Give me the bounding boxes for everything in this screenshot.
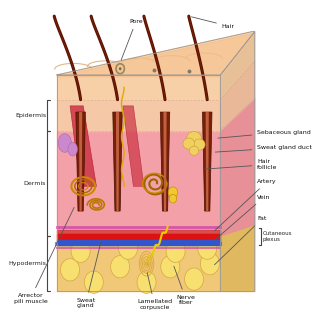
Text: Sweat gland duct: Sweat gland duct [215,145,312,152]
Text: Sebaceous gland: Sebaceous gland [218,130,311,138]
Polygon shape [70,106,96,186]
Polygon shape [160,112,170,211]
Polygon shape [116,112,119,211]
Polygon shape [57,100,220,131]
Polygon shape [203,112,212,211]
Ellipse shape [194,139,205,150]
Polygon shape [57,34,255,77]
Circle shape [166,240,185,262]
Text: Hair
follicle: Hair follicle [205,159,278,170]
Circle shape [169,194,177,203]
Circle shape [185,268,204,290]
Text: Dermis: Dermis [24,181,46,186]
Text: Cutaneous
plexus: Cutaneous plexus [262,231,292,242]
Ellipse shape [58,134,71,152]
Circle shape [119,237,138,259]
Circle shape [168,187,178,198]
Polygon shape [220,99,255,236]
Polygon shape [76,112,85,211]
Circle shape [137,271,156,293]
Circle shape [84,271,103,293]
Ellipse shape [187,132,201,145]
Circle shape [161,256,180,278]
Text: Lamellated
corpuscle: Lamellated corpuscle [137,273,172,310]
Ellipse shape [189,146,199,156]
Polygon shape [220,225,255,292]
Circle shape [116,64,124,74]
Polygon shape [220,32,255,100]
Circle shape [60,259,80,281]
Polygon shape [164,112,167,211]
Text: Sweat
gland: Sweat gland [76,242,101,308]
Text: Vein: Vein [215,195,271,240]
Circle shape [119,67,122,70]
Polygon shape [57,75,220,100]
Circle shape [111,256,130,278]
Text: Epidermis: Epidermis [15,113,46,118]
Text: Arrector
pili muscle: Arrector pili muscle [14,207,74,304]
Ellipse shape [68,142,77,156]
Text: Artery: Artery [214,179,277,231]
Text: Nerve
fiber: Nerve fiber [174,266,196,305]
Circle shape [71,240,90,262]
Polygon shape [57,236,220,292]
Polygon shape [79,112,82,211]
Circle shape [200,252,219,275]
Polygon shape [220,61,255,131]
Circle shape [198,237,217,259]
Polygon shape [123,106,144,186]
Ellipse shape [183,138,195,149]
Text: Pore: Pore [121,19,143,60]
Polygon shape [113,112,122,211]
Polygon shape [57,32,255,75]
Text: Hypodermis: Hypodermis [8,261,46,266]
Text: Fat: Fat [214,216,267,265]
Text: Hair: Hair [191,17,235,28]
Polygon shape [206,112,209,211]
Polygon shape [57,131,220,236]
